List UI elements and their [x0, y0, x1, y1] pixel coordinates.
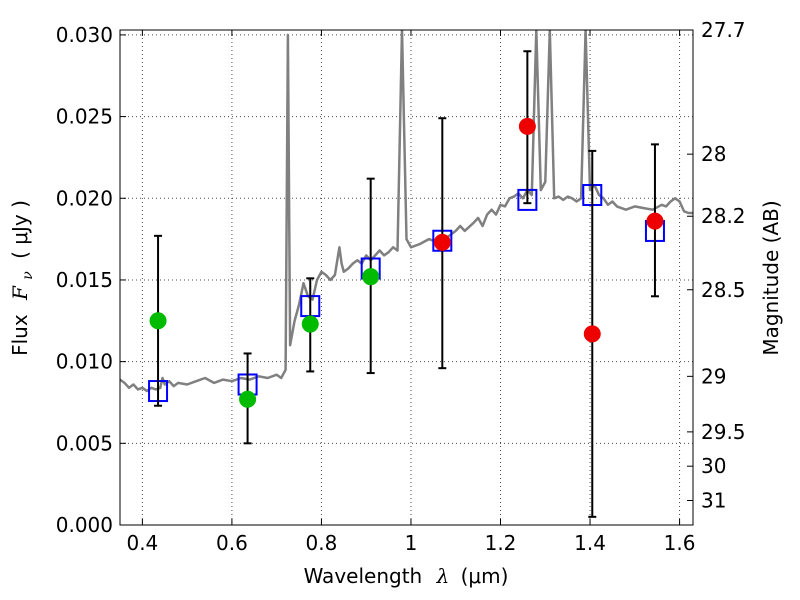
axis-ticks: 0.4 0.6 0.8 1 1.2 1.4 1.6 0.000 0.005 0.010 0.015 0… [56, 18, 746, 555]
y-axis-label: Flux F ν ( μJy ) [8, 200, 37, 356]
plot-frame [119, 29, 694, 526]
y2-tick-label: 30 [701, 454, 726, 478]
data-point-marker [301, 315, 319, 333]
y2-tick-label: 29 [701, 364, 726, 388]
x-tick-label: 1 [405, 531, 418, 555]
x-tick-label: 0.6 [216, 531, 248, 555]
y-tick-label: 0.030 [56, 23, 113, 47]
y-axis-symbol: F [8, 285, 32, 301]
data-point-marker [239, 390, 257, 408]
data-point-marker [646, 212, 664, 230]
grid-lines [120, 30, 693, 526]
x-axis-symbol: λ [436, 564, 450, 588]
right-axis-label: Magnitude (AB) [759, 200, 783, 355]
y-axis-label-text: Flux [8, 314, 32, 356]
y-tick-label: 0.025 [56, 105, 113, 129]
y2-tick-label: 28.5 [701, 278, 746, 302]
y2-tick-label: 27.7 [701, 18, 746, 42]
data-point-marker [583, 325, 601, 343]
data-point-marker [149, 312, 167, 330]
x-tick-label: 1.6 [664, 531, 696, 555]
y-tick-label: 0.015 [56, 268, 113, 292]
y-axis-unit: ( μJy ) [8, 200, 32, 259]
x-axis-label: Wavelength λ (μm) [304, 564, 509, 588]
spectrum-line [120, 30, 693, 393]
plot-area [120, 30, 693, 518]
y-tick-label: 0.000 [56, 513, 113, 537]
y-axis-subscript: ν [20, 271, 36, 280]
x-tick-label: 1.2 [485, 531, 517, 555]
y-tick-label: 0.005 [56, 431, 113, 455]
y-tick-label: 0.020 [56, 186, 113, 210]
x-tick-label: 0.8 [306, 531, 338, 555]
plot-clipped [120, 30, 693, 518]
x-axis-label-text: Wavelength [304, 564, 423, 588]
x-tick-label: 0.4 [126, 531, 158, 555]
right-axis-label-text: Magnitude (AB) [759, 200, 783, 355]
data-point-marker [433, 233, 451, 251]
y2-tick-label: 28 [701, 142, 726, 166]
y2-tick-label: 31 [701, 488, 726, 512]
x-tick-label: 1.4 [574, 531, 606, 555]
y2-tick-label: 28.2 [701, 204, 746, 228]
x-axis-unit: (μm) [461, 564, 509, 588]
data-point-marker [518, 117, 536, 135]
y2-tick-label: 29.5 [701, 420, 746, 444]
data-point-marker [362, 268, 380, 286]
y-tick-label: 0.010 [56, 350, 113, 374]
